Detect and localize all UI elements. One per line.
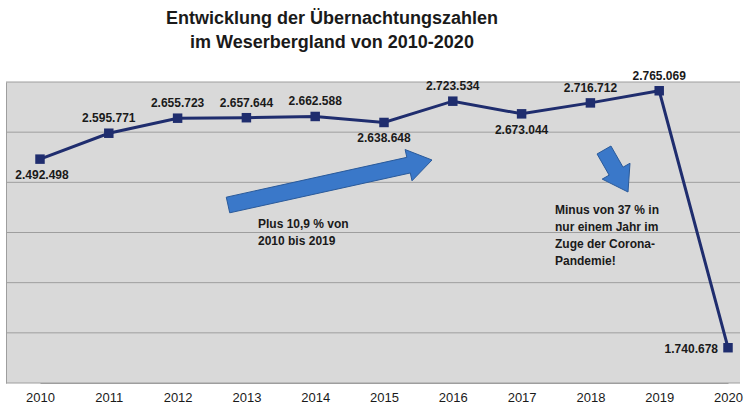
x-tick-label: 2018 [576, 390, 605, 405]
marker [586, 98, 595, 107]
x-tick: 2013 [232, 383, 261, 405]
marker [310, 112, 319, 121]
x-tick-label: 2013 [232, 390, 261, 405]
marks [35, 86, 732, 352]
marker [654, 86, 663, 95]
data-label: 2.765.069 [633, 69, 687, 83]
data-label: 2.673.044 [495, 123, 549, 137]
x-tick-label: 2014 [301, 390, 330, 405]
line [40, 91, 728, 348]
grid-line [6, 82, 740, 83]
y-axis-line [6, 83, 7, 384]
data-label: 2.655.723 [151, 96, 205, 110]
x-tick-label: 2015 [370, 390, 399, 405]
marker [242, 113, 251, 122]
data-label: 2.492.498 [15, 168, 69, 182]
annotation: nur einem Jahr im [555, 220, 658, 234]
data-label: 2.723.534 [426, 79, 480, 93]
arrow [597, 146, 630, 192]
grid-line [6, 383, 740, 384]
x-tick-label: 2017 [508, 390, 537, 405]
x-tick: 2010 [26, 383, 55, 405]
x-tick-label: 2012 [164, 390, 193, 405]
x-tick: 2018 [576, 383, 605, 405]
data-label: 2.638.648 [357, 131, 411, 145]
arrow [226, 150, 432, 213]
marker [35, 154, 44, 163]
title: im Weserbergland von 2010-2020 [190, 32, 474, 52]
marker [104, 128, 113, 137]
x-tick: 2015 [370, 383, 399, 405]
marker [448, 96, 457, 105]
marker [723, 343, 732, 352]
data-label: 1.740.678 [665, 342, 719, 356]
data-label: 2.716.712 [564, 81, 618, 95]
chart: Entwicklung der Übernachtungszahlen im We… [0, 0, 746, 419]
annotation: Plus 10,9 % von [258, 217, 349, 231]
plot-background [6, 82, 740, 383]
x-tick-label: 2010 [26, 390, 55, 405]
x-tick: 2017 [508, 383, 537, 405]
y-axis [6, 83, 8, 384]
data-label: 2.662.588 [289, 94, 343, 108]
x-tick: 2012 [164, 383, 193, 405]
x-axis-line [41, 383, 729, 384]
x-axis: 2010 2011 2012 2013 2014 2015 2016 2017 2018 2019… [26, 383, 743, 405]
marker [173, 113, 182, 122]
grid-line [6, 182, 740, 183]
marker [379, 118, 388, 127]
data-label: 2.657.644 [220, 96, 274, 110]
grid [6, 82, 740, 383]
x-tick: 2014 [301, 383, 330, 405]
title: Entwicklung der Übernachtungszahlen [166, 8, 498, 28]
grid-line [6, 332, 740, 333]
x-tick-label: 2011 [95, 390, 123, 405]
marker [517, 109, 526, 118]
annotation: Zuge der Corona- [555, 237, 655, 251]
data-labels: 2.492.498 2.595.771 2.655.723 2.657.644 2.66… [15, 69, 718, 356]
annotation: Pandemie! [555, 254, 616, 268]
x-tick-label: 2019 [645, 390, 674, 405]
x-tick-label: 2020 [714, 390, 743, 405]
data-label: 2.595.771 [82, 111, 136, 125]
x-tick: 2020 [714, 383, 743, 405]
x-tick-label: 2016 [439, 390, 468, 405]
annotation: Minus von 37 % in [555, 203, 659, 217]
x-tick: 2011 [95, 383, 123, 405]
x-tick: 2016 [439, 383, 468, 405]
annotation: 2010 bis 2019 [258, 234, 336, 248]
x-tick: 2019 [645, 383, 674, 405]
grid-line [6, 282, 740, 283]
